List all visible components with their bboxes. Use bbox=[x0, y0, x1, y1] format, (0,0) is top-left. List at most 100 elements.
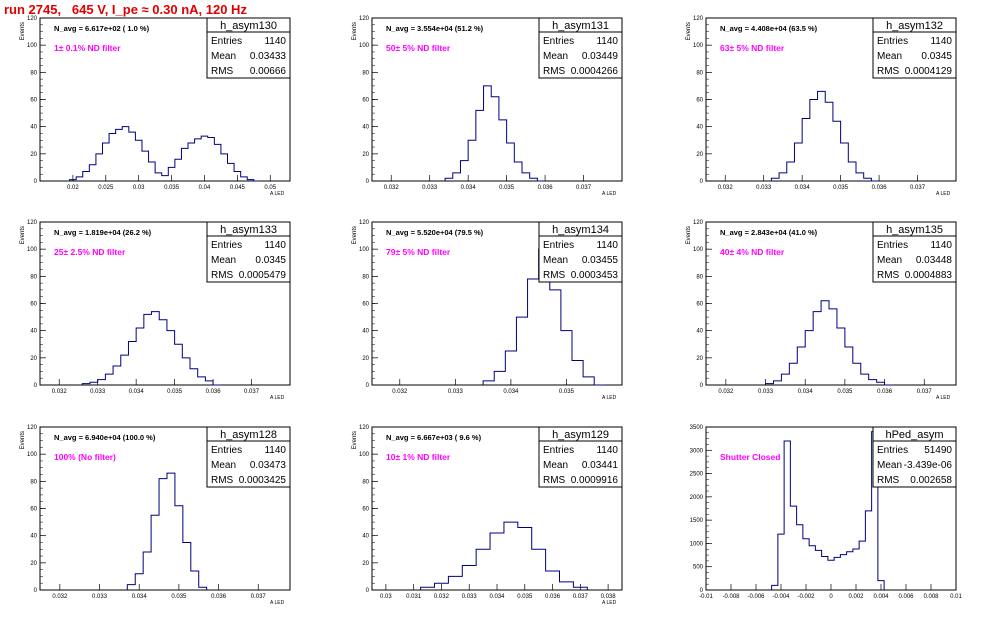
stats-key: Mean bbox=[211, 460, 236, 471]
y-axis-label: Events bbox=[20, 226, 26, 244]
stats-value: 1140 bbox=[264, 240, 286, 251]
x-tick-label: 0.036 bbox=[211, 594, 227, 600]
x-tick-label: 0.037 bbox=[251, 594, 267, 600]
x-tick-label: 0.038 bbox=[601, 594, 617, 600]
stats-key: RMS bbox=[211, 475, 234, 486]
x-tick-label: 0.036 bbox=[538, 185, 554, 191]
stats-key: RMS bbox=[211, 270, 234, 281]
stats-title: h_asym129 bbox=[552, 429, 609, 441]
x-tick-label: 0.034 bbox=[489, 594, 505, 600]
histogram-series bbox=[444, 85, 546, 182]
y-tick-label: 120 bbox=[359, 16, 370, 22]
stats-key: RMS bbox=[877, 475, 900, 486]
x-tick-label: 0.033 bbox=[758, 389, 774, 395]
stats-value: 0.0005479 bbox=[239, 270, 287, 281]
chart-h_asym130: 0 20 40 60 80 100 120 0.02 0.025 0.03 0.035 0.04 0.0… bbox=[20, 16, 291, 197]
x-tick-label: 0 bbox=[829, 594, 833, 600]
stats-box bbox=[872, 17, 957, 79]
stats-key: RMS bbox=[877, 270, 900, 281]
stats-value: 1140 bbox=[264, 36, 286, 47]
y-tick-label: 2000 bbox=[690, 495, 704, 501]
y-tick-label: 60 bbox=[362, 302, 369, 308]
stats-value: 0.0345 bbox=[921, 51, 952, 62]
stats-key: RMS bbox=[543, 270, 566, 281]
histogram-series bbox=[420, 521, 588, 590]
x-tick-label: 0.035 bbox=[517, 594, 533, 600]
x-tick-label: -0.006 bbox=[747, 594, 765, 600]
stats-title: hPed_asym bbox=[885, 429, 943, 441]
y-tick-label: 100 bbox=[27, 452, 38, 458]
stats-key: Entries bbox=[877, 445, 908, 456]
histogram-series bbox=[126, 472, 208, 590]
y-axis-label: Events bbox=[686, 226, 692, 244]
x-tick-label: 0.034 bbox=[461, 185, 477, 191]
x-tick-label: 0.025 bbox=[98, 185, 114, 191]
x-tick-label: 0.035 bbox=[164, 185, 180, 191]
filter-annotation: 63± 5% ND filter bbox=[720, 43, 785, 53]
x-tick-label: 0.035 bbox=[559, 389, 575, 395]
stats-value: 0.002658 bbox=[910, 475, 952, 486]
y-tick-label: 120 bbox=[359, 425, 370, 431]
stats-box bbox=[206, 426, 291, 488]
stats-value: 0.0004129 bbox=[905, 66, 953, 77]
y-tick-label: 100 bbox=[359, 43, 370, 49]
stats-key: Entries bbox=[543, 240, 574, 251]
x-axis-label: A LED bbox=[602, 600, 617, 606]
x-tick-label: 0.036 bbox=[872, 185, 888, 191]
chart-h_asym129: 0 20 40 60 80 100 120 0.03 0.031 0.032 0.033 0.034 0… bbox=[352, 425, 623, 606]
stats-title: h_asym128 bbox=[220, 429, 277, 441]
y-tick-label: 2500 bbox=[690, 472, 704, 478]
stats-key: Mean bbox=[877, 460, 902, 471]
stats-key: Mean bbox=[543, 460, 568, 471]
x-tick-label: -0.008 bbox=[722, 594, 740, 600]
run-title: run 2745, 645 V, I_pe ≈ 0.30 nA, 120 Hz bbox=[4, 2, 247, 17]
x-tick-label: 0.033 bbox=[92, 594, 108, 600]
y-tick-label: 20 bbox=[30, 561, 37, 567]
stats-box bbox=[872, 426, 957, 488]
y-tick-label: 20 bbox=[362, 561, 369, 567]
stats-value: 0.03433 bbox=[250, 51, 287, 62]
x-tick-label: 0.032 bbox=[52, 594, 68, 600]
navg-label: N_avg = 1.819e+04 (26.2 %) bbox=[54, 228, 152, 237]
y-tick-label: 60 bbox=[30, 507, 37, 513]
y-tick-label: 60 bbox=[362, 98, 369, 104]
histogram-series bbox=[69, 126, 261, 182]
stats-box bbox=[538, 221, 623, 283]
x-axis-label: A LED bbox=[936, 191, 951, 197]
x-tick-label: 0.03 bbox=[133, 185, 145, 191]
y-tick-label: 80 bbox=[362, 479, 369, 485]
x-tick-label: 0.036 bbox=[206, 389, 222, 395]
navg-label: N_avg = 3.554e+04 (51.2 %) bbox=[386, 24, 484, 33]
x-axis-label: A LED bbox=[602, 191, 617, 197]
stats-value: 0.03455 bbox=[582, 255, 619, 266]
stats-key: RMS bbox=[211, 66, 234, 77]
filter-annotation: 25± 2.5% ND filter bbox=[54, 247, 126, 257]
x-tick-label: 0.037 bbox=[576, 185, 592, 191]
y-tick-label: 0 bbox=[34, 588, 38, 594]
y-tick-label: 100 bbox=[359, 452, 370, 458]
y-tick-label: 3000 bbox=[690, 448, 704, 454]
stats-value: 0.0004266 bbox=[571, 66, 619, 77]
x-tick-label: 0.035 bbox=[499, 185, 515, 191]
x-axis-label: A LED bbox=[602, 395, 617, 401]
x-axis-label: A LED bbox=[270, 191, 285, 197]
y-tick-label: 40 bbox=[30, 329, 37, 335]
x-tick-label: 0.01 bbox=[950, 594, 962, 600]
stats-key: RMS bbox=[543, 66, 566, 77]
chart-h_asym132: 0 20 40 60 80 100 120 0.032 0.033 0.034 0.035 0.036… bbox=[686, 16, 957, 197]
x-tick-label: 0.037 bbox=[244, 389, 260, 395]
y-axis-label: Events bbox=[352, 431, 358, 449]
x-tick-label: 0.037 bbox=[573, 594, 589, 600]
x-tick-label: 0.034 bbox=[798, 389, 814, 395]
y-axis-label: Events bbox=[20, 22, 26, 40]
stats-value: 1140 bbox=[264, 445, 286, 456]
x-tick-label: 0.032 bbox=[52, 389, 68, 395]
y-tick-label: 40 bbox=[696, 329, 703, 335]
stats-key: Mean bbox=[877, 255, 902, 266]
y-axis-label: Events bbox=[20, 431, 26, 449]
y-tick-label: 20 bbox=[696, 356, 703, 362]
x-tick-label: 0.036 bbox=[877, 389, 893, 395]
y-tick-label: 100 bbox=[693, 43, 704, 49]
x-tick-label: -0.004 bbox=[772, 594, 790, 600]
